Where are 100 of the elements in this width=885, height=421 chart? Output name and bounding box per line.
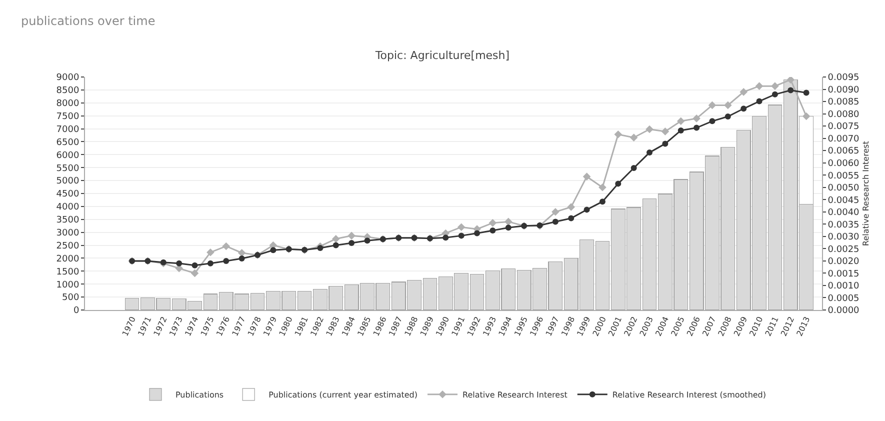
x-tick-label: 1971 [136, 315, 154, 338]
x-tick-label: 1991 [450, 315, 467, 338]
x-tick-label: 1998 [560, 315, 577, 338]
point [348, 232, 356, 240]
x-tick-label: 1981 [293, 315, 310, 338]
x-tick-label: 2004 [654, 315, 671, 338]
point [348, 240, 355, 246]
point [646, 150, 653, 156]
y2-tick-label: 0.0005 [828, 294, 860, 304]
y-tick-label: 4000 [56, 202, 80, 213]
y-tick-label: 500 [62, 293, 80, 304]
point [709, 118, 716, 124]
x-tick-label: 1977 [230, 315, 248, 338]
y-tick-label: 8500 [56, 86, 80, 96]
y-tick-label: 1000 [56, 280, 80, 290]
y2-tick-label: 0.0090 [828, 85, 860, 96]
point [786, 77, 795, 84]
x-tick-label: 1997 [544, 315, 561, 338]
x-tick-label: 1976 [214, 315, 232, 338]
point [584, 206, 590, 213]
y-tick-label: 6000 [56, 150, 80, 161]
x-tick-label: 1995 [512, 315, 530, 338]
point [567, 203, 576, 211]
point [630, 164, 637, 171]
point [206, 248, 214, 256]
y-tick-label: 8000 [56, 99, 80, 110]
y-tick-label: 7500 [56, 112, 80, 122]
point [317, 244, 324, 251]
point [598, 183, 606, 192]
y2-tick-label: 0.0010 [828, 282, 860, 292]
point [694, 124, 700, 131]
point [771, 82, 779, 90]
x-tick-label: 1992 [466, 315, 482, 338]
x-tick-label: 1990 [434, 315, 452, 338]
point [802, 112, 810, 120]
x-tick-label: 1983 [324, 315, 342, 338]
x-tick-label: 1975 [199, 315, 216, 338]
y2-axis-title: Relative Research Interest [862, 141, 871, 246]
y2-tick-label: 0.0020 [828, 257, 860, 268]
x-tick-label: 1980 [278, 315, 294, 338]
legend-label: Relative Research Interest (smoothed) [612, 390, 766, 400]
text: publications over time [21, 14, 156, 28]
y2-tick-label: 0.0015 [828, 269, 860, 280]
x-tick-label: 2009 [732, 315, 750, 338]
x-tick-label: 2006 [685, 315, 702, 338]
x-tick-label: 1978 [246, 315, 263, 338]
y2-tick-label: 0.0080 [828, 110, 860, 120]
legend-label: Relative Research Interest [462, 390, 568, 400]
x-tick-label: 2007 [700, 315, 718, 338]
x-tick-label: 1979 [262, 315, 279, 338]
point [661, 128, 670, 136]
y-tick-label: 2500 [56, 241, 80, 252]
point [192, 262, 198, 268]
point [582, 172, 591, 180]
point [490, 228, 496, 234]
x-tick-label: 1970 [120, 315, 138, 338]
x-tick-label: 1993 [481, 315, 498, 338]
x-tick-label: 2012 [779, 315, 796, 338]
point [488, 219, 497, 227]
y2-tick-label: 0.0000 [828, 306, 860, 316]
y-tick-label: 1500 [56, 267, 80, 278]
point [207, 260, 214, 266]
point [803, 90, 810, 96]
x-tick-label: 2005 [670, 315, 686, 338]
x-tick-label: 2002 [622, 315, 640, 338]
x-tick-label: 1985 [356, 315, 373, 338]
point [190, 269, 199, 278]
y2-tick-label: 0.0050 [828, 184, 860, 194]
point [458, 232, 464, 239]
point [457, 223, 466, 231]
point [630, 134, 638, 142]
point [676, 117, 685, 126]
y-tick-label: 7000 [56, 124, 80, 135]
point [332, 242, 339, 248]
y-tick-label: 6500 [56, 138, 80, 148]
x-tick-label: 1984 [340, 315, 358, 338]
point [238, 248, 246, 257]
y2-tick-label: 0.0065 [828, 146, 860, 157]
y-tick-label: 9000 [56, 73, 80, 84]
point [740, 88, 748, 96]
y2-tick-label: 0.0070 [828, 134, 860, 144]
x-tick-label: 2013 [794, 315, 812, 338]
x-tick-label: 1996 [528, 315, 546, 338]
x-tick-label: 1972 [152, 315, 169, 338]
x-tick-label: 2008 [716, 315, 734, 338]
point [788, 87, 794, 94]
y2-tick-label: 0.0030 [828, 232, 860, 243]
y2-tick-label: 0.0025 [828, 244, 860, 255]
y-tick-label: 3000 [56, 228, 80, 238]
point [223, 258, 230, 264]
point [646, 125, 654, 134]
y2-tick-label: 0.0095 [828, 73, 860, 84]
x-tick-label: 1994 [497, 315, 514, 338]
point [504, 218, 512, 226]
point [552, 218, 558, 225]
y2-tick-label: 0.0055 [828, 171, 860, 182]
point [615, 180, 622, 187]
point [238, 255, 245, 262]
x-tick-label: 1989 [418, 315, 436, 338]
x-tick-label: 1982 [308, 315, 326, 338]
